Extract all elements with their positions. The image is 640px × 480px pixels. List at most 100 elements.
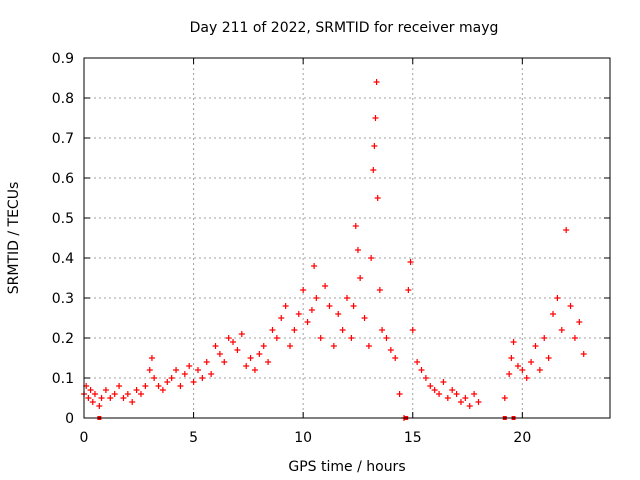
y-tick-label: 0.2: [52, 331, 74, 347]
data-point: [550, 311, 557, 317]
data-point: [269, 327, 276, 333]
data-point: [317, 335, 324, 341]
chart-title: Day 211 of 2022, SRMTID for receiver may…: [190, 20, 499, 36]
data-point: [541, 335, 548, 341]
data-point: [576, 319, 583, 325]
data-point: [440, 379, 447, 385]
data-point: [348, 335, 355, 341]
y-axis-label: SRMTID / TECUs: [6, 182, 22, 295]
data-point: [190, 379, 197, 385]
x-axis-label: GPS time / hours: [288, 459, 405, 475]
data-point: [87, 387, 94, 393]
data-point: [155, 383, 162, 389]
data-point: [256, 351, 263, 357]
data-point: [282, 303, 289, 309]
data-point: [563, 227, 570, 233]
data-point: [304, 319, 311, 325]
data-point: [370, 167, 377, 173]
data-point: [392, 355, 399, 361]
x-tick-label: 20: [513, 430, 531, 446]
data-point: [422, 375, 429, 381]
data-point: [300, 287, 307, 293]
data-point: [409, 327, 416, 333]
data-point: [251, 367, 258, 373]
data-point: [96, 403, 103, 409]
data-point: [414, 359, 421, 365]
data-point: [89, 399, 96, 405]
data-point: [519, 367, 526, 373]
data-point: [124, 391, 131, 397]
y-tick-label: 0.4: [52, 251, 74, 267]
data-point: [313, 295, 320, 301]
data-point: [199, 375, 206, 381]
data-point: [148, 355, 155, 361]
data-point: [238, 331, 245, 337]
data-point: [449, 387, 456, 393]
data-point: [311, 263, 318, 269]
data-point: [151, 375, 158, 381]
data-point: [374, 195, 381, 201]
data-point: [371, 143, 378, 149]
data-point: [330, 343, 337, 349]
data-point: [243, 363, 250, 369]
data-point: [506, 371, 513, 377]
data-point: [216, 351, 223, 357]
data-point: [407, 259, 414, 265]
data-point: [225, 335, 232, 341]
data-point: [532, 343, 539, 349]
data-point: [120, 395, 127, 401]
data-point: [111, 391, 118, 397]
data-point: [295, 311, 302, 317]
data-point: [536, 367, 543, 373]
data-point: [291, 327, 298, 333]
data-point: [352, 223, 359, 229]
data-point: [431, 387, 438, 393]
data-point: [335, 311, 342, 317]
data-point: [344, 295, 350, 301]
data-point: [129, 399, 136, 405]
data-point: [383, 335, 390, 341]
grid-layer: [84, 58, 610, 418]
data-point: [471, 391, 478, 397]
data-point: [278, 315, 285, 321]
data-point: [181, 371, 188, 377]
data-point: [350, 303, 357, 309]
data-point: [91, 391, 98, 397]
data-point: [372, 115, 379, 121]
data-point: [387, 347, 394, 353]
data-point: [116, 383, 123, 389]
data-point: [85, 395, 92, 401]
data-point: [102, 387, 109, 393]
data-point: [418, 367, 425, 373]
data-point: [545, 355, 552, 361]
y-tick-label: 0.9: [52, 51, 74, 67]
data-point: [501, 395, 508, 401]
data-point: [173, 367, 180, 373]
data-point: [146, 367, 153, 373]
data-point: [208, 371, 215, 377]
data-point: [354, 247, 361, 253]
data-point: [462, 395, 469, 401]
data-point: [457, 399, 464, 405]
data-point: [159, 387, 166, 393]
data-point: [265, 359, 272, 365]
data-point: [177, 383, 184, 389]
tick-layer: 0 0.1 0.2 0.3 0.4 0.5 0.6 0.7 0.8 0.9 0 5 10 15 20: [52, 51, 610, 446]
y-tick-label: 0.1: [52, 371, 74, 387]
data-point: [365, 343, 372, 349]
data-point: [230, 339, 237, 345]
data-point: [558, 327, 565, 333]
data-point: [142, 383, 149, 389]
data-point: [554, 295, 561, 301]
data-point: [164, 379, 171, 385]
data-point: [567, 303, 574, 309]
data-point: [247, 355, 254, 361]
data-point: [273, 335, 280, 341]
y-tick-label: 0.8: [52, 91, 74, 107]
data-point: [508, 355, 515, 361]
x-tick-label: 0: [80, 430, 89, 446]
data-point: [453, 391, 460, 397]
data-point: [203, 359, 210, 365]
